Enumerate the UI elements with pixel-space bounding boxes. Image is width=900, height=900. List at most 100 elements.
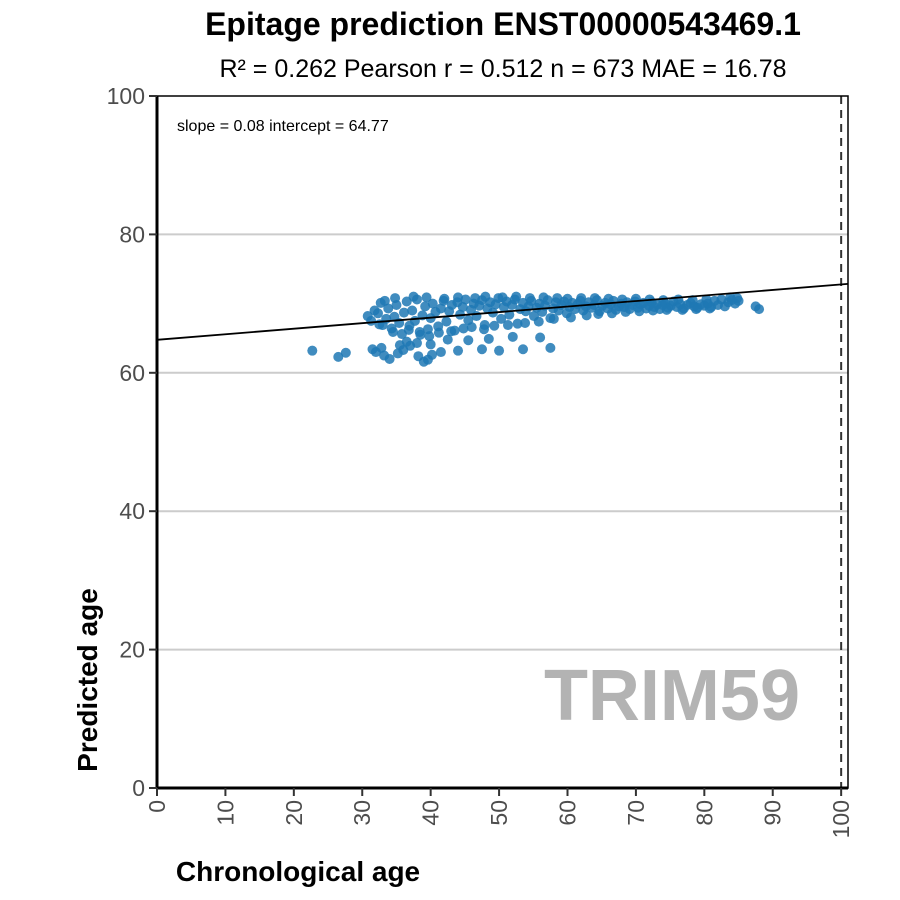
data-point [538,292,549,303]
x-tick-label: 50 [486,800,512,826]
data-point [466,322,477,333]
data-point [421,292,432,303]
data-point [453,292,464,303]
data-point [704,303,715,314]
data-point [427,298,438,309]
data-point [411,338,422,349]
data-point [494,345,505,356]
data-point [383,303,394,314]
data-point [606,308,617,319]
x-axis-title: Chronological age [176,856,420,887]
x-tick-label: 100 [828,800,854,838]
data-point [453,345,464,356]
x-tick-label: 60 [554,800,580,826]
x-tick-label: 90 [760,800,786,826]
y-tick-label: 40 [119,498,145,524]
chart-title: Epitage prediction ENST00000543469.1 [205,6,801,42]
data-point [520,317,531,328]
data-point [458,323,469,334]
data-point [424,331,435,342]
data-point [701,294,712,305]
y-axis-title: Predicted age [72,588,103,772]
x-tick-label: 0 [144,800,170,813]
data-point [340,347,351,358]
data-point [476,344,487,355]
data-point [489,320,500,331]
y-tick-label: 80 [119,221,145,247]
data-point [384,353,395,364]
data-point [401,336,412,347]
chart-subtitle: R² = 0.262 Pearson r = 0.512 n = 673 MAE… [219,55,786,83]
data-point [441,316,452,327]
axes [155,95,849,790]
data-point [442,334,453,345]
data-point [524,293,535,304]
data-point [457,302,468,313]
data-point [562,293,573,304]
data-point [435,347,446,358]
x-tick-label: 10 [212,800,238,826]
data-point [463,335,474,346]
data-point [420,301,431,312]
data-point [535,332,546,343]
data-point [593,308,604,319]
gene-watermark: TRIM59 [544,656,800,736]
data-point [480,291,491,302]
y-axis-ticks: 0 20 40 60 80 100 [107,83,157,801]
x-tick-label: 30 [349,800,375,826]
data-point [425,339,436,350]
data-point [673,294,684,305]
data-point [648,305,659,316]
data-point [548,313,559,324]
data-point [333,351,344,362]
fit-line [156,282,849,341]
x-axis-ticks: 0 10 20 30 40 50 60 70 80 90 100 [144,788,854,838]
data-point [552,293,563,304]
data-point [661,304,672,315]
data-point [446,326,457,337]
data-point [433,327,444,338]
data-point [471,311,482,322]
data-point [691,304,702,315]
x-tick-label: 20 [281,800,307,826]
data-point [415,329,426,340]
data-point [754,304,765,315]
data-point [403,324,414,335]
data-point [732,293,743,304]
fit-annotation: slope = 0.08 intercept = 64.77 [177,118,389,135]
data-point [603,293,614,304]
data-point [589,293,600,304]
y-tick-label: 20 [119,637,145,663]
data-point [630,293,641,304]
data-point [620,306,631,317]
data-point [307,345,318,356]
data-point [470,293,481,304]
data-point [460,294,471,305]
data-point [687,295,698,306]
gridlines [157,233,848,651]
data-point [439,293,450,304]
data-point [512,318,523,329]
data-point [634,306,645,317]
data-point [576,293,587,304]
data-point [388,326,399,337]
y-tick-label: 60 [119,360,145,386]
data-point [581,310,592,321]
data-point [496,313,507,324]
data-point [502,320,513,331]
data-point [372,308,383,319]
data-point [658,295,669,306]
data-point [545,342,556,353]
y-tick-label: 100 [107,83,145,109]
data-point [565,312,576,323]
data-point [435,303,446,314]
regression-line [156,282,849,341]
data-points [307,291,765,367]
data-point [507,331,518,342]
data-point [518,344,529,355]
data-point [497,292,508,303]
data-point [379,295,390,306]
data-point [407,305,418,316]
y-tick-label: 0 [132,775,145,801]
